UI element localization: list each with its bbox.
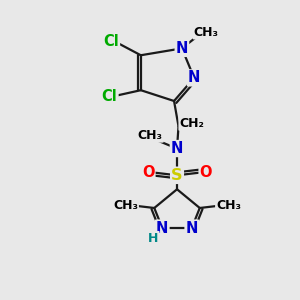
- Text: Cl: Cl: [103, 34, 119, 50]
- Text: CH₃: CH₃: [113, 199, 138, 212]
- Text: O: O: [200, 165, 212, 180]
- Text: N: N: [188, 70, 200, 86]
- Text: S: S: [171, 168, 183, 183]
- Text: N: N: [185, 220, 198, 236]
- Text: N: N: [176, 41, 188, 56]
- Text: CH₃: CH₃: [194, 26, 219, 38]
- Text: CH₂: CH₂: [179, 117, 204, 130]
- Text: N: N: [171, 141, 183, 156]
- Text: CH₃: CH₃: [138, 129, 163, 142]
- Text: O: O: [142, 165, 155, 180]
- Text: H: H: [148, 232, 159, 245]
- Text: N: N: [156, 220, 169, 236]
- Text: CH₃: CH₃: [216, 199, 241, 212]
- Text: Cl: Cl: [102, 88, 118, 104]
